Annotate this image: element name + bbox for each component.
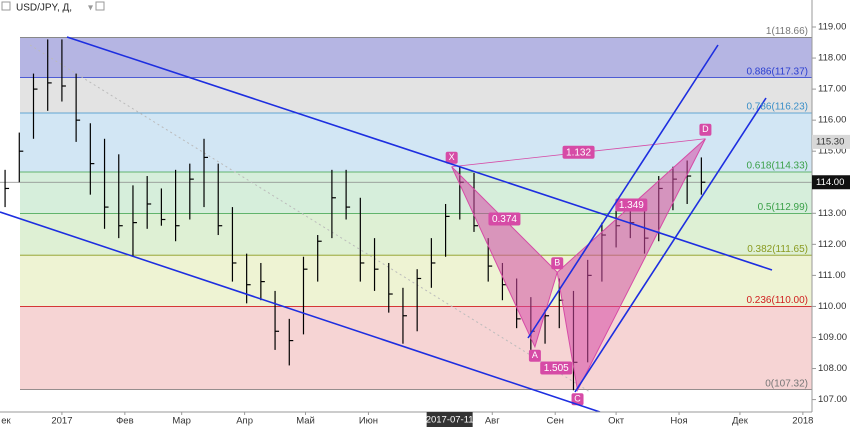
point-label: B (554, 258, 560, 268)
fib-label: 0.236(110.00) (746, 295, 808, 306)
point-box (571, 393, 584, 406)
x-tick-label: Май (296, 416, 315, 427)
fib-label: 0.786(116.23) (746, 102, 808, 113)
fib-label: 0(107.32) (765, 378, 808, 389)
icon[interactable] (1, 1, 11, 11)
icon[interactable] (95, 1, 105, 11)
y-tick-label: 116.00 (818, 115, 846, 126)
ratio-label: 1.132 (566, 147, 591, 158)
y-tick-label: 109.00 (818, 332, 847, 343)
fib-band (20, 172, 812, 214)
time-axis (0, 412, 850, 427)
y-tick-label: 111.00 (818, 270, 846, 281)
y-tick-label: 118.00 (818, 53, 846, 64)
fib-label: 0.5(112.99) (758, 202, 808, 213)
fib-band (20, 77, 812, 114)
x-tick-label: 2018 (792, 416, 813, 427)
y-tick-label: 113.00 (818, 208, 846, 219)
crosshair-date: 2017-07-11 (426, 415, 474, 426)
x-tick-label: 2017 (51, 416, 72, 427)
point-box (699, 123, 712, 136)
point-label: C (574, 394, 581, 404)
x-tick-label: Фев (116, 416, 134, 427)
ratio-box (615, 198, 648, 212)
rising-lower (574, 97, 767, 393)
last-price: 115.30 (816, 136, 844, 147)
crosshair-date-box (426, 412, 473, 427)
x-tick-label: Июн (359, 416, 378, 427)
point-box (445, 151, 458, 164)
trend-lines (0, 36, 773, 413)
point-label: X (449, 152, 455, 162)
dropdown-icon[interactable]: ▾ (88, 3, 93, 14)
fib-label: 0.382(111.65) (747, 244, 808, 255)
crosshair-price-box (812, 175, 850, 190)
y-tick-label: 107.00 (818, 394, 847, 405)
point-label: D (702, 124, 709, 134)
channel-upper (66, 36, 773, 271)
fib-label: 1(118.66) (766, 26, 808, 37)
rising-upper (527, 44, 719, 339)
ratio-box (540, 361, 573, 375)
x-tick-label: Сен (547, 416, 564, 427)
y-tick-label: 112.00 (818, 239, 846, 250)
y-tick-label: 117.00 (818, 84, 846, 95)
ratio-label: 1.349 (619, 200, 644, 211)
ratio-label: 0.374 (492, 214, 517, 225)
price-axis (812, 0, 850, 412)
channel-lower (0, 211, 601, 413)
x-tick-label: Апр (236, 416, 253, 427)
x-tick-label: ек (1, 416, 11, 427)
ratio-box (562, 145, 595, 159)
point-box (551, 257, 564, 270)
axes: 107.00 108.00 109.00 110.00 111.00 112.00 113.… (1, 22, 850, 427)
ratio-box (488, 212, 521, 226)
y-tick-label: 115.00 (818, 146, 846, 157)
y-tick-label: 119.00 (818, 22, 846, 33)
fib-band (20, 37, 812, 78)
y-tick-label: 108.00 (818, 363, 847, 374)
toolbar: USD/JPY, Д, ▾ (1, 1, 105, 14)
x-tick-label: Авг (485, 416, 500, 427)
point-box (528, 349, 541, 362)
last-price-box (812, 134, 850, 149)
harmonic-pattern: 0.374 1.132 1.505 1.349 X A B C D (445, 123, 712, 406)
fib-bands (20, 37, 812, 391)
ratio-label: 1.505 (544, 363, 569, 374)
y-tick-label: 110.00 (818, 301, 846, 312)
fib-label: 0.886(117.37) (746, 66, 808, 77)
x-tick-label: Окт (608, 416, 625, 427)
fib-band (20, 306, 812, 390)
symbol-title: USD/JPY, Д, (16, 3, 72, 14)
fib-band (20, 255, 812, 307)
fib-label: 0.618(114.33) (746, 161, 808, 172)
crosshair-price: 114.00 (816, 177, 844, 188)
fib-band (20, 213, 812, 256)
x-tick-label: Ноя (670, 416, 687, 427)
x-tick-label: Дек (732, 416, 749, 427)
x-tick-label: Мар (172, 416, 191, 427)
labels: 1(118.66) 0.886(117.37) 0.786(116.23) 0.618… (746, 26, 808, 389)
point-label: A (532, 350, 538, 360)
